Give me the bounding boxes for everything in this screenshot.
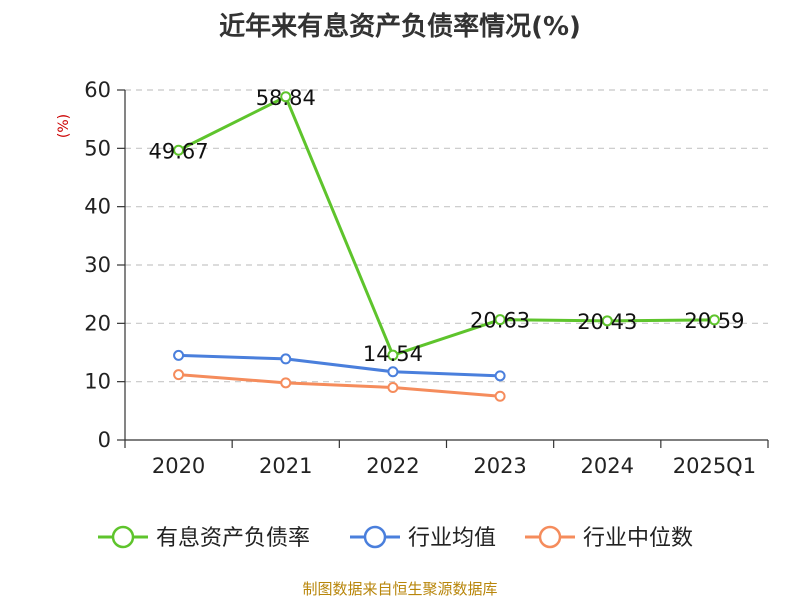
legend-item-1[interactable]: 有息资产负债率 xyxy=(98,525,310,551)
data-point xyxy=(280,91,292,103)
y-axis-label: (%) xyxy=(56,114,72,138)
data-label: 14.54 xyxy=(363,342,423,366)
series-line-2 xyxy=(178,353,501,378)
x-tick-label: 2025Q1 xyxy=(673,454,756,478)
y-tick-label: 30 xyxy=(84,253,111,277)
x-tick-label: 2020 xyxy=(152,454,205,478)
y-tick-label: 10 xyxy=(84,370,111,394)
data-point xyxy=(173,369,185,381)
data-point xyxy=(387,366,399,378)
data-point xyxy=(387,382,399,393)
x-tick-label: 2021 xyxy=(259,454,312,478)
data-point xyxy=(494,390,506,402)
data-label: 58.84 xyxy=(256,86,316,110)
legend-marker xyxy=(538,525,562,549)
data-label: 20.59 xyxy=(684,309,744,333)
legend-label: 有息资产负债率 xyxy=(156,526,310,551)
series-group xyxy=(173,91,720,402)
data-point xyxy=(708,314,720,326)
data-point xyxy=(280,353,292,365)
legend[interactable]: 有息资产负债率 行业均值 行业中位数 xyxy=(98,525,693,551)
data-label: 20.43 xyxy=(577,310,637,334)
grid-lines xyxy=(125,89,768,383)
data-point xyxy=(387,349,399,361)
legend-label: 行业中位数 xyxy=(583,526,693,551)
x-tick-label: 2023 xyxy=(473,454,526,478)
chart-title: 近年来有息资产负债率情况(%) xyxy=(219,12,581,42)
y-tick-label: 20 xyxy=(84,311,111,335)
data-label: 49.67 xyxy=(149,139,209,163)
y-axis-ticks: 0 10 20 30 40 50 60 xyxy=(84,78,111,452)
data-point xyxy=(601,315,613,327)
y-tick-label: 0 xyxy=(98,428,111,452)
data-point xyxy=(280,377,292,389)
x-tick-label: 2022 xyxy=(366,454,419,478)
y-tick-label: 40 xyxy=(84,195,111,219)
data-point xyxy=(494,314,506,326)
series-line-3 xyxy=(178,373,501,398)
y-tick-label: 60 xyxy=(84,78,111,102)
data-point xyxy=(173,349,185,361)
legend-item-2[interactable]: 行业均值 xyxy=(350,525,496,551)
x-tick-label: 2024 xyxy=(581,454,634,478)
data-label: 20.63 xyxy=(470,309,530,333)
x-axis-ticks: 2020 2021 2022 2023 2024 2025Q1 xyxy=(152,454,756,478)
y-tick-label: 50 xyxy=(84,136,111,160)
legend-marker xyxy=(111,525,135,549)
legend-item-3[interactable]: 行业中位数 xyxy=(525,525,693,551)
legend-label: 行业均值 xyxy=(408,526,496,551)
series-line-1 xyxy=(177,95,715,357)
data-point xyxy=(494,370,506,382)
legend-marker xyxy=(363,525,387,549)
axes xyxy=(117,89,769,448)
data-labels: 49.67 58.84 14.54 20.63 20.43 20.59 xyxy=(149,86,745,366)
data-point xyxy=(173,144,185,156)
source-note: 制图数据来自恒生聚源数据库 xyxy=(302,580,498,598)
